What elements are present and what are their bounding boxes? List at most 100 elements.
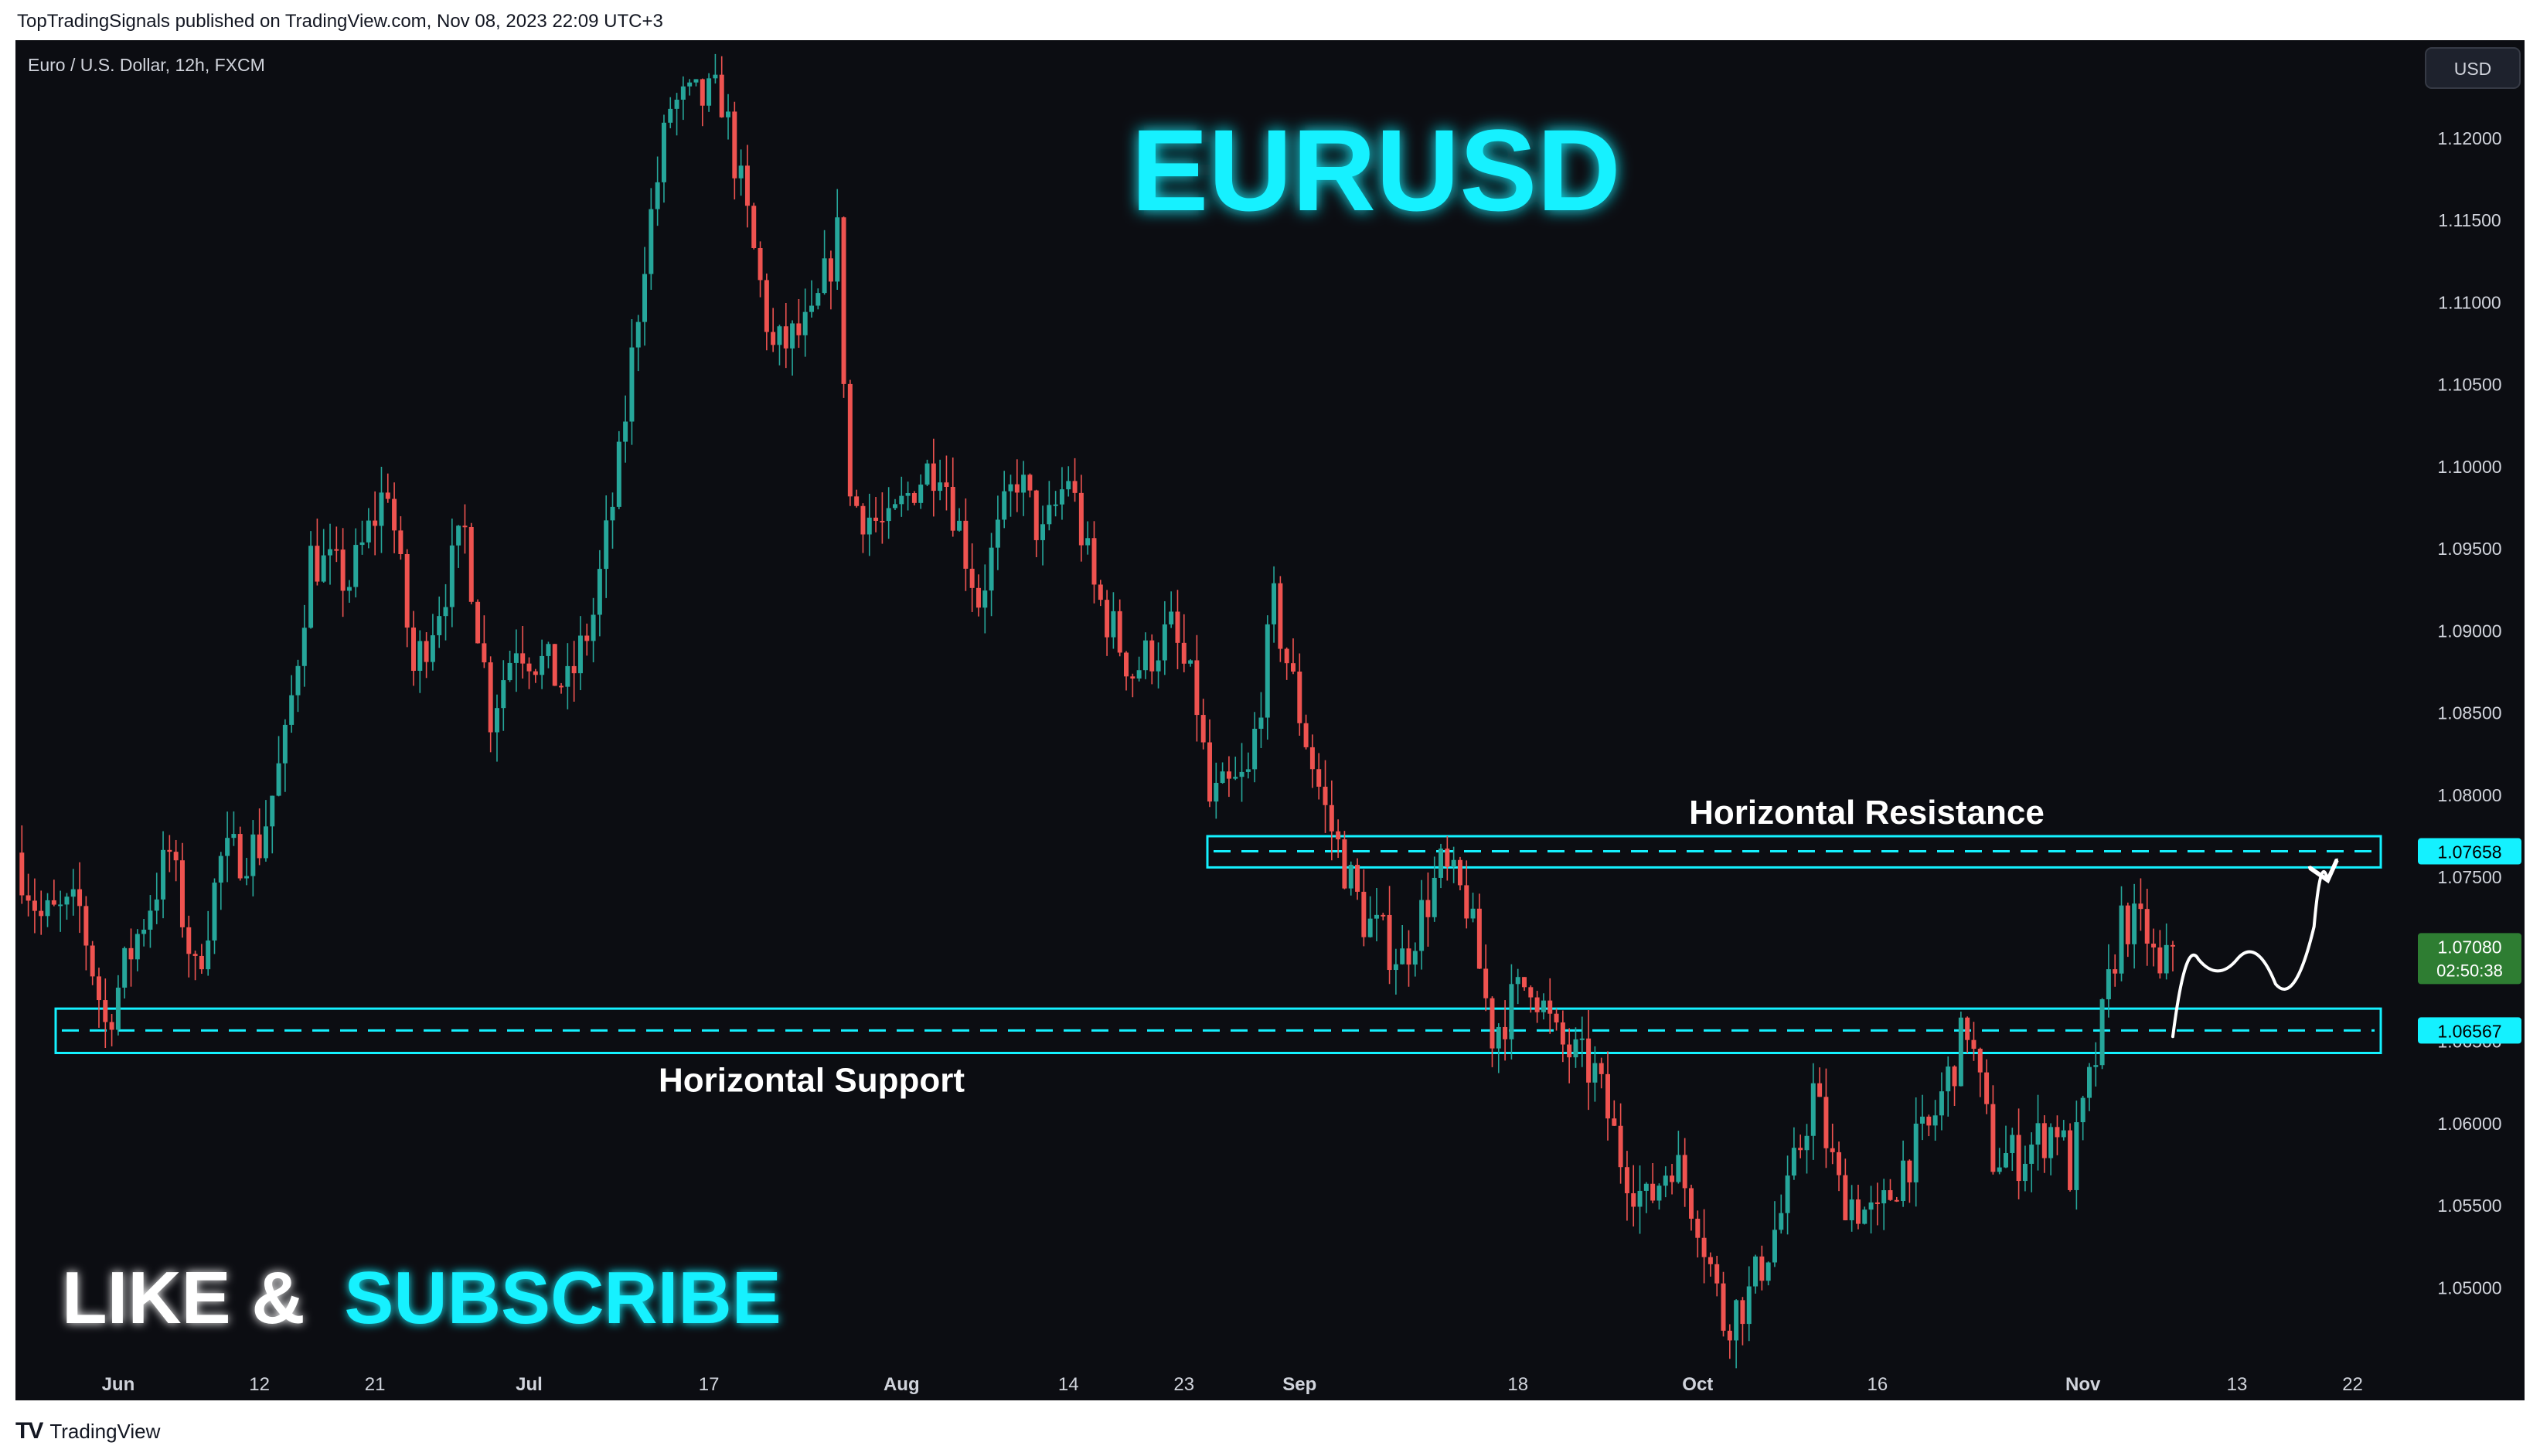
candle[interactable] [610, 492, 615, 549]
candle[interactable] [2048, 1123, 2054, 1175]
candle[interactable] [1971, 1022, 1977, 1061]
candle[interactable] [1162, 600, 1167, 675]
candle[interactable] [1567, 1028, 1572, 1083]
candle[interactable] [591, 597, 596, 662]
candle[interactable] [128, 928, 134, 987]
candle[interactable] [552, 644, 557, 686]
candle[interactable] [513, 629, 519, 692]
candle[interactable] [790, 320, 795, 376]
candle[interactable] [398, 515, 403, 560]
candle[interactable] [51, 879, 56, 907]
candle[interactable] [1605, 1051, 1610, 1141]
candle[interactable] [1688, 1184, 1694, 1231]
candle[interactable] [328, 523, 333, 585]
candle[interactable] [1977, 1047, 1983, 1097]
candle[interactable] [64, 893, 70, 920]
candle[interactable] [2113, 954, 2118, 987]
price-chart[interactable]: 1.050001.055001.060001.065001.070001.075… [15, 40, 2525, 1400]
candle[interactable] [1874, 1182, 1880, 1226]
candle[interactable] [2093, 1042, 2099, 1087]
candle[interactable] [726, 94, 731, 140]
candle[interactable] [1599, 1057, 1604, 1089]
candle[interactable] [2099, 998, 2105, 1070]
candle[interactable] [944, 455, 949, 511]
candle[interactable] [1888, 1179, 1893, 1201]
candle[interactable] [995, 495, 1000, 570]
candle[interactable] [1387, 886, 1392, 985]
candle[interactable] [623, 395, 628, 463]
symbol-label[interactable]: Euro / U.S. Dollar, 12h, FXCM [28, 55, 265, 75]
candle[interactable] [1130, 673, 1136, 698]
candle[interactable] [1432, 856, 1437, 922]
candle[interactable] [540, 639, 545, 689]
candle[interactable] [1490, 996, 1495, 1067]
candle[interactable] [1047, 481, 1052, 531]
candle[interactable] [1573, 1027, 1578, 1068]
candle[interactable] [359, 520, 365, 555]
candle[interactable] [1682, 1138, 1687, 1207]
candle[interactable] [173, 839, 179, 882]
candle[interactable] [989, 532, 994, 617]
candle[interactable] [1528, 985, 1534, 1013]
support-price-tag[interactable]: 1.06567 [2418, 1017, 2521, 1044]
candle[interactable] [1740, 1297, 1745, 1345]
candle[interactable] [1650, 1163, 1656, 1203]
candle[interactable] [700, 78, 705, 127]
resistance-price-tag[interactable]: 1.07658 [2418, 838, 2521, 865]
candle[interactable] [911, 491, 917, 505]
candle[interactable] [83, 896, 89, 971]
tradingview-logo-icon[interactable]: TV [15, 1418, 43, 1444]
candle[interactable] [456, 525, 461, 568]
candle[interactable] [1714, 1255, 1720, 1297]
candle[interactable] [2029, 1132, 2034, 1192]
candle[interactable] [1098, 580, 1103, 607]
candle[interactable] [96, 968, 101, 1028]
candle[interactable] [1175, 590, 1180, 669]
candle[interactable] [1624, 1151, 1629, 1221]
candle[interactable] [122, 946, 128, 998]
candle[interactable] [1765, 1261, 1771, 1286]
candle[interactable] [526, 657, 532, 689]
candle[interactable] [379, 467, 384, 553]
candle[interactable] [475, 599, 481, 644]
candle[interactable] [1329, 780, 1334, 861]
candle[interactable] [687, 79, 693, 96]
candle[interactable] [1072, 458, 1078, 502]
candle[interactable] [2061, 1120, 2066, 1141]
candle[interactable] [982, 564, 988, 634]
candle[interactable] [1008, 475, 1013, 517]
candle[interactable] [616, 430, 621, 509]
candle[interactable] [1721, 1271, 1726, 1337]
candle[interactable] [1676, 1131, 1681, 1184]
candle[interactable] [520, 625, 526, 679]
candle[interactable] [1021, 461, 1027, 516]
candle[interactable] [1207, 719, 1212, 808]
candle[interactable] [1445, 835, 1450, 881]
candle[interactable] [315, 519, 320, 586]
candle[interactable] [462, 504, 468, 554]
candle[interactable] [1779, 1194, 1784, 1234]
candle[interactable] [103, 978, 108, 1049]
candle[interactable] [179, 842, 185, 938]
chart-pane[interactable]: 1.050001.055001.060001.065001.070001.075… [15, 40, 2525, 1400]
candle[interactable] [340, 528, 346, 617]
candle[interactable] [1284, 647, 1289, 680]
candle[interactable] [1509, 964, 1514, 1060]
candle[interactable] [1406, 930, 1411, 987]
candle[interactable] [109, 1014, 114, 1046]
candle[interactable] [1746, 1266, 1752, 1342]
candle[interactable] [661, 114, 666, 203]
currency-button[interactable]: USD [2425, 47, 2521, 89]
candle[interactable] [1939, 1072, 1944, 1131]
candle[interactable] [70, 869, 76, 916]
candle[interactable] [571, 641, 577, 702]
candle[interactable] [1258, 692, 1264, 748]
candle[interactable] [854, 489, 860, 508]
candle[interactable] [2132, 883, 2137, 969]
candle[interactable] [744, 145, 750, 228]
candle[interactable] [2170, 941, 2175, 971]
candle[interactable] [1457, 856, 1462, 890]
candle[interactable] [148, 895, 153, 948]
candle[interactable] [1393, 948, 1398, 995]
candle[interactable] [1612, 1100, 1617, 1126]
